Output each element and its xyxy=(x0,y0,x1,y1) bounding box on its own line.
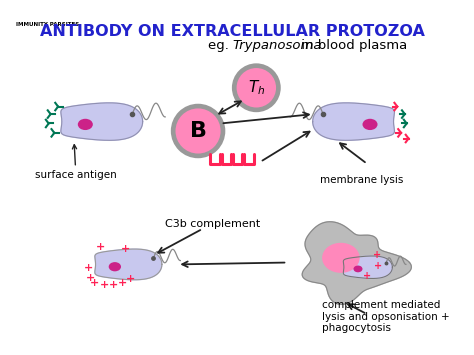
Text: +: + xyxy=(374,261,383,271)
Text: eg.: eg. xyxy=(208,39,233,52)
Polygon shape xyxy=(95,249,162,280)
Text: complement mediated
lysis and opsonisation +
phagocytosis: complement mediated lysis and opsonisati… xyxy=(322,300,450,333)
Text: +: + xyxy=(100,280,109,290)
Ellipse shape xyxy=(322,243,360,273)
Text: IMMUNITY PARSITES: IMMUNITY PARSITES xyxy=(16,22,79,27)
Text: +: + xyxy=(121,244,130,255)
Circle shape xyxy=(171,104,225,158)
Text: surface antigen: surface antigen xyxy=(35,145,117,180)
Polygon shape xyxy=(343,256,392,278)
Text: +: + xyxy=(373,250,381,260)
Ellipse shape xyxy=(78,119,93,130)
Circle shape xyxy=(237,68,276,108)
Text: C3b complement: C3b complement xyxy=(164,219,260,229)
Circle shape xyxy=(175,108,220,154)
Text: +: + xyxy=(83,263,93,273)
Polygon shape xyxy=(302,222,411,304)
Text: +: + xyxy=(96,242,105,252)
Text: +: + xyxy=(86,273,96,283)
Text: $T_h$: $T_h$ xyxy=(247,78,265,97)
Polygon shape xyxy=(61,103,143,140)
Text: membrane lysis: membrane lysis xyxy=(320,175,403,185)
Ellipse shape xyxy=(109,262,121,271)
Ellipse shape xyxy=(363,119,377,130)
Text: in blood plasma: in blood plasma xyxy=(297,39,407,52)
Text: +: + xyxy=(118,278,128,288)
Text: +: + xyxy=(126,274,135,284)
Text: +: + xyxy=(363,271,371,281)
Polygon shape xyxy=(313,103,394,140)
Text: Trypanosoma: Trypanosoma xyxy=(233,39,322,52)
Ellipse shape xyxy=(354,266,363,272)
Text: +: + xyxy=(90,278,100,288)
Text: +: + xyxy=(109,280,118,290)
Circle shape xyxy=(232,63,281,112)
Text: ANTIBODY ON EXTRACELLULAR PROTOZOA: ANTIBODY ON EXTRACELLULAR PROTOZOA xyxy=(40,24,425,39)
Text: B: B xyxy=(190,121,207,141)
